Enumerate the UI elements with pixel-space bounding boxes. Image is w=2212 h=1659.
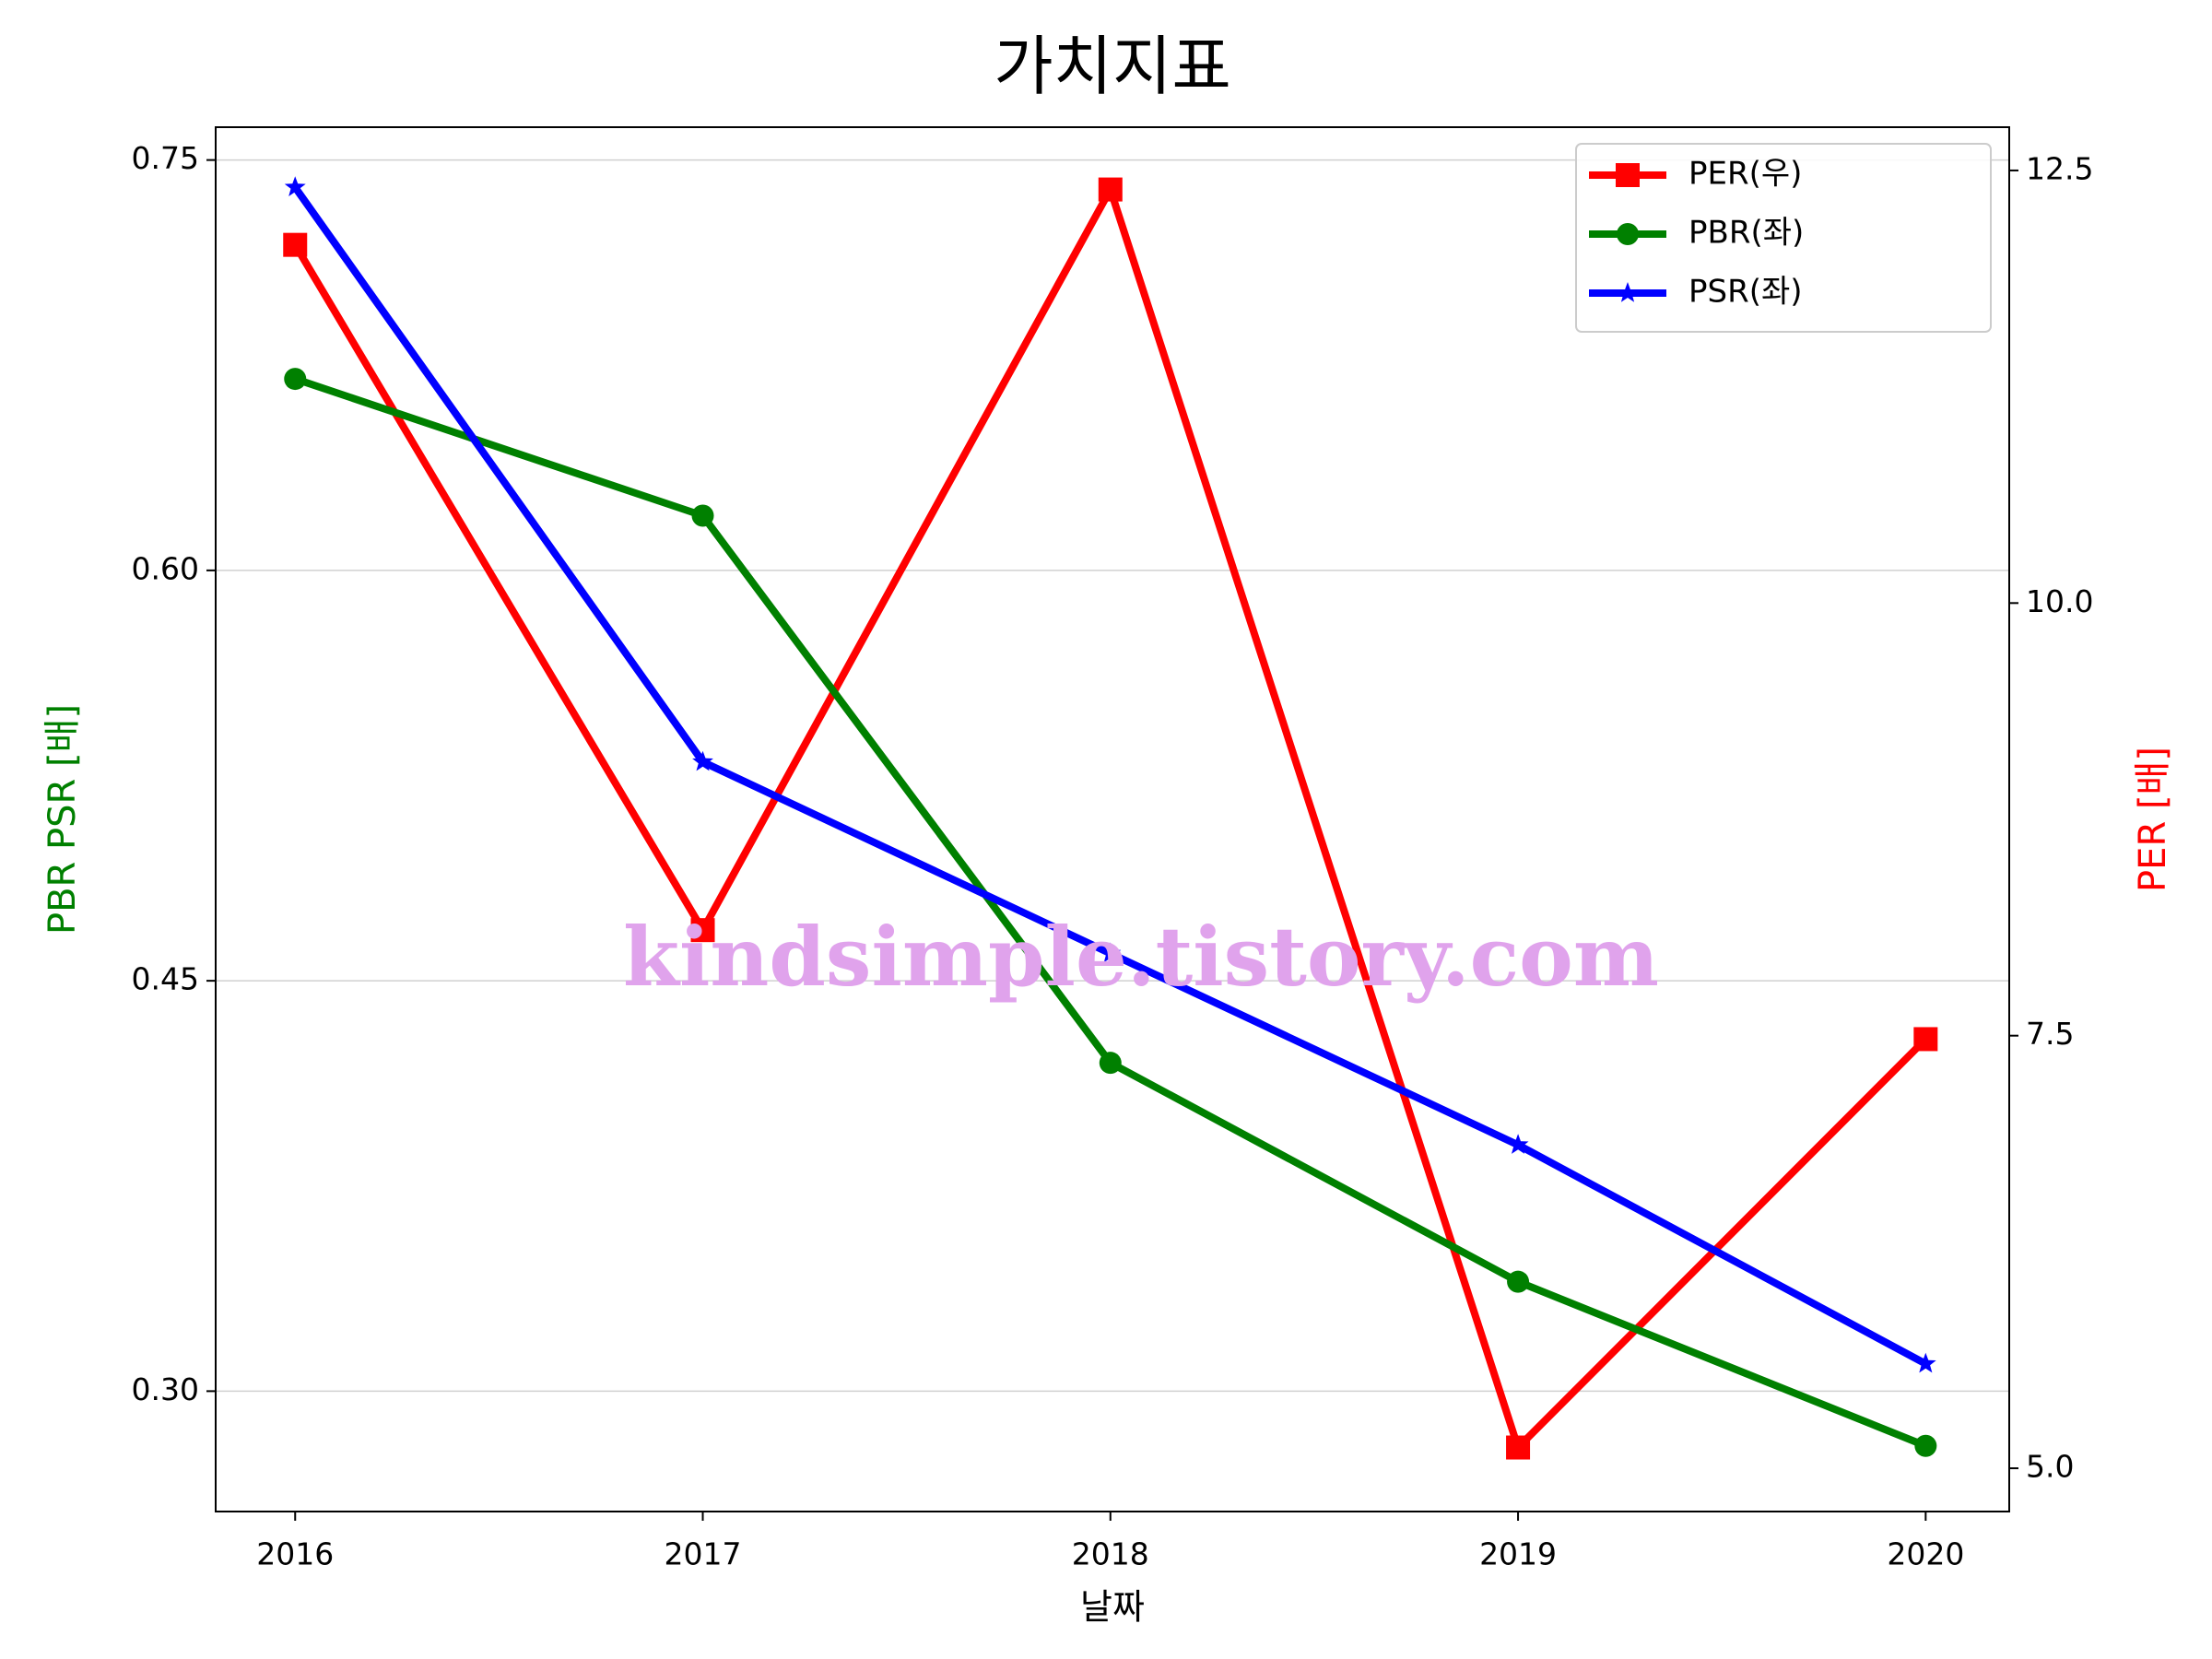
x-tick-label: 2019: [1479, 1536, 1557, 1572]
x-tick-label: 2018: [1072, 1536, 1149, 1572]
y-axis-label: PBR PSR [배]: [41, 704, 84, 935]
marker: [1616, 163, 1640, 187]
y2-tick-label: 12.5: [2026, 150, 2093, 186]
legend-label: PSR(좌): [1688, 274, 1803, 311]
marker: [1913, 1027, 1938, 1052]
legend-box: [1575, 143, 1992, 333]
legend-label: PER(우): [1688, 156, 1802, 193]
x-tick-label: 2016: [256, 1536, 334, 1572]
y-tick-label: 0.45: [132, 961, 199, 997]
marker: [1914, 1434, 1937, 1457]
marker: [1506, 1435, 1531, 1460]
series-line: [291, 185, 1929, 1452]
series-line: [291, 184, 1928, 1368]
marker: [284, 176, 306, 196]
marker: [690, 918, 715, 943]
marker: [1099, 1052, 1122, 1075]
marker: [1617, 282, 1639, 302]
y2-tick-label: 10.0: [2026, 583, 2093, 619]
marker: [1098, 177, 1123, 202]
y-tick-label: 0.75: [132, 140, 199, 176]
marker: [1617, 223, 1639, 245]
x-tick-label: 2017: [665, 1536, 742, 1572]
y2-axis-label: PER [배]: [2132, 747, 2174, 892]
marker: [692, 750, 713, 771]
x-tick-label: 2020: [1887, 1536, 1964, 1572]
y-tick-label: 0.60: [132, 550, 199, 586]
marker: [1507, 1270, 1530, 1293]
marker: [284, 368, 307, 391]
marker: [691, 504, 714, 527]
marker: [1914, 1352, 1936, 1373]
y2-tick-label: 7.5: [2026, 1016, 2074, 1052]
marker: [1100, 942, 1122, 963]
y-tick-label: 0.30: [132, 1371, 199, 1407]
watermark: kindsimple.tistory.com: [623, 909, 1659, 1005]
chart-title: 가치지표: [994, 29, 1231, 104]
marker: [1507, 1134, 1529, 1154]
marker: [283, 232, 308, 257]
legend-label: PBR(좌): [1688, 215, 1804, 252]
plot-frame: [215, 126, 2010, 1512]
x-axis-label: 날짜: [1080, 1587, 1145, 1628]
y2-tick-label: 5.0: [2026, 1449, 2074, 1485]
